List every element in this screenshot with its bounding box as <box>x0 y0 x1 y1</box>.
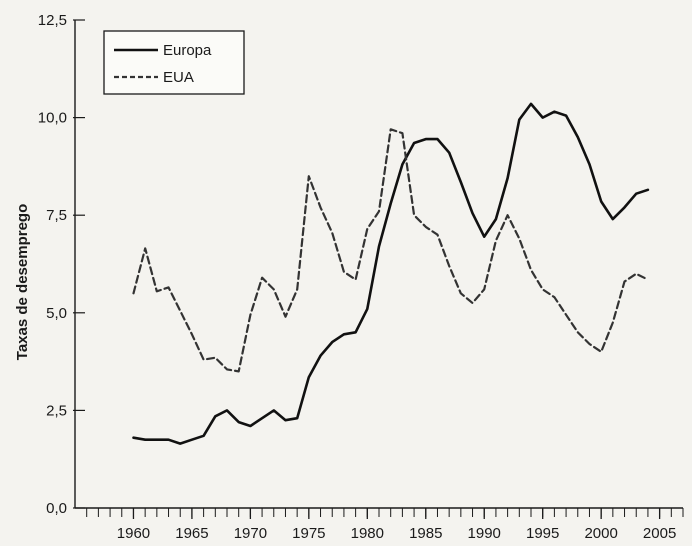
y-tick-label: 2,5 <box>46 402 67 419</box>
x-tick-label: 1960 <box>117 525 150 542</box>
series-layer <box>132 102 650 445</box>
x-tick-label: 1975 <box>292 525 325 542</box>
legend-label-eua: EUA <box>163 69 194 86</box>
y-tick-label: 12,5 <box>38 12 67 29</box>
y-tick-label: 5,0 <box>46 305 67 322</box>
axes: 0,0 2,5 5,0 7,5 10,0 12,5 1960 1965 1970 1975 1980… <box>38 12 684 542</box>
legend-box <box>103 30 245 95</box>
x-tick-label: 1980 <box>351 525 384 542</box>
x-tick-label: 1965 <box>175 525 208 542</box>
x-tick-label: 1995 <box>526 525 559 542</box>
x-tick-label: 2005 <box>643 525 676 542</box>
y-tick-label: 0,0 <box>46 500 67 517</box>
legend-label-europa: Europa <box>163 42 212 59</box>
x-tick-label: 2000 <box>584 525 617 542</box>
x-tick-label: 1985 <box>409 525 442 542</box>
x-tick-label: 1970 <box>234 525 267 542</box>
series-line-eua <box>132 128 650 373</box>
y-tick-label: 10,0 <box>38 110 67 127</box>
legend: Europa EUA <box>103 30 245 95</box>
y-axis-title: Taxas de desemprego <box>14 204 31 360</box>
x-tick-label: 1990 <box>468 525 501 542</box>
y-tick-label: 7,5 <box>46 207 67 224</box>
series-line-europa <box>132 102 650 445</box>
